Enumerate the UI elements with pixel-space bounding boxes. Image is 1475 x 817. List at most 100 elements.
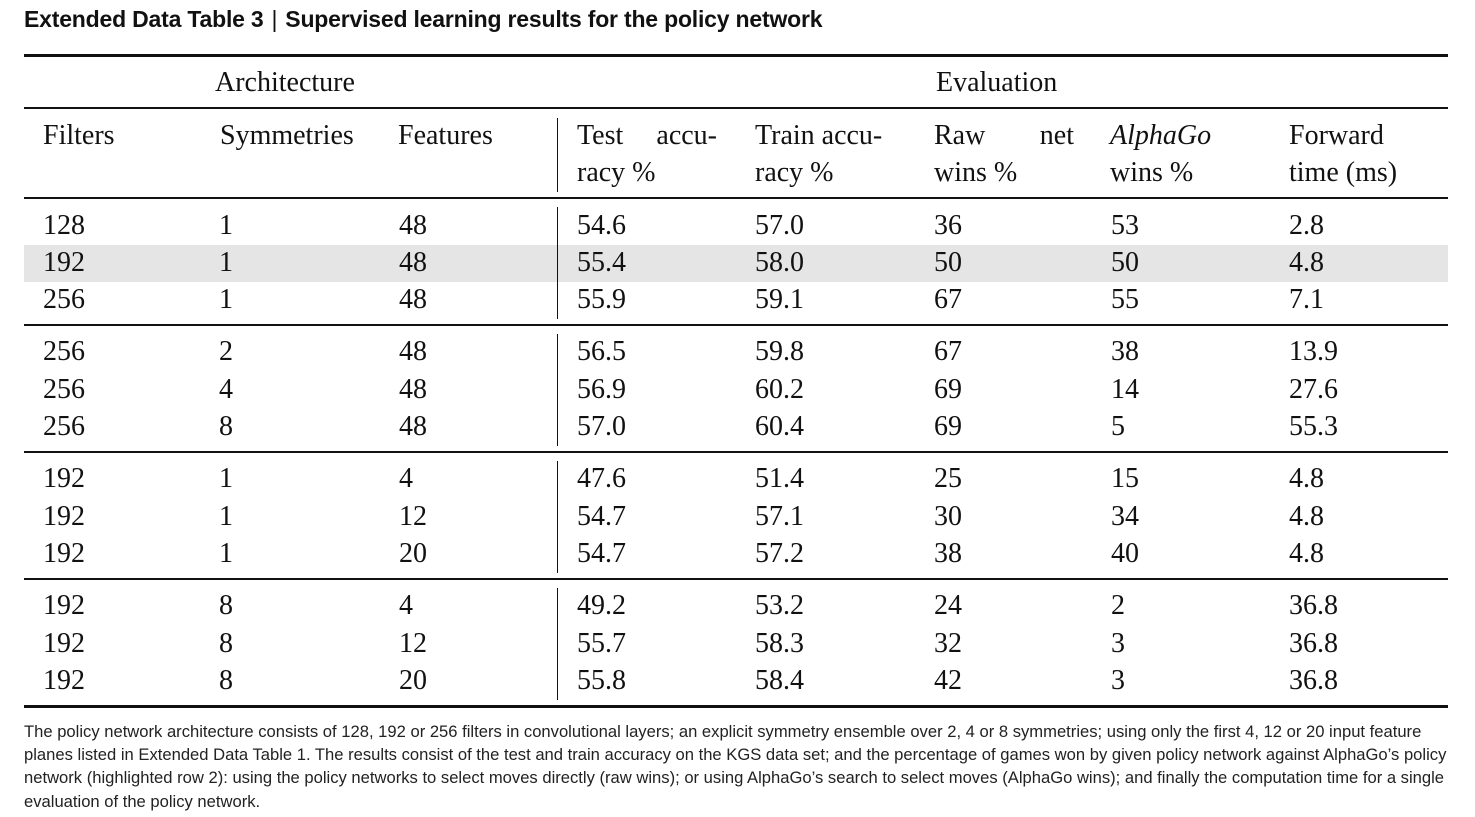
cell-filters: 256 [43,374,85,405]
cell-forward-time: 4.8 [1289,463,1324,494]
cell-alphago-wins: 15 [1111,463,1139,494]
group-header-rule [24,107,1448,109]
cell-features: 12 [399,628,427,659]
col-header-features: Features [398,120,493,151]
cell-symmetries: 8 [219,628,233,659]
col-header-raw-net-line1: Raw net [934,117,1074,154]
cell-train-accuracy: 58.0 [755,247,804,278]
cell-filters: 192 [43,590,85,621]
raw-word: Raw [934,120,986,151]
cell-test-accuracy: 55.4 [577,247,626,278]
net-word: net [1039,120,1074,151]
cell-alphago-wins: 14 [1111,374,1139,405]
column-divider-group-1 [557,207,558,319]
cell-filters: 256 [43,411,85,442]
cell-alphago-wins: 34 [1111,501,1139,532]
cell-alphago-wins: 55 [1111,284,1139,315]
col-header-test-accuracy-line2: racy % [577,157,656,188]
cell-raw-net-wins: 32 [934,628,962,659]
cell-symmetries: 8 [219,590,233,621]
table-label: Extended Data Table 3 [24,6,264,32]
cell-symmetries: 1 [219,210,233,241]
col-header-alphago-line1: AlphaGo [1110,120,1212,151]
column-divider-group-3 [557,461,558,573]
group-2-rule [24,451,1448,453]
bottom-rule [24,705,1448,708]
column-divider-group-4 [557,588,558,700]
cell-raw-net-wins: 24 [934,590,962,621]
cell-features: 48 [399,247,427,278]
cell-symmetries: 8 [219,411,233,442]
cell-forward-time: 2.8 [1289,210,1324,241]
cell-features: 48 [399,210,427,241]
cell-filters: 192 [43,247,85,278]
cell-train-accuracy: 57.1 [755,501,804,532]
cell-raw-net-wins: 69 [934,374,962,405]
cell-test-accuracy: 55.8 [577,665,626,696]
cell-test-accuracy: 47.6 [577,463,626,494]
cell-raw-net-wins: 67 [934,284,962,315]
cell-forward-time: 4.8 [1289,247,1324,278]
cell-alphago-wins: 53 [1111,210,1139,241]
title-separator: | [271,6,278,32]
top-rule [24,54,1448,57]
accu-word: accu- [656,120,717,151]
cell-test-accuracy: 56.5 [577,336,626,367]
cell-train-accuracy: 51.4 [755,463,804,494]
col-header-symmetries: Symmetries [220,120,354,151]
column-divider-header [557,118,558,192]
group-1-rule [24,324,1448,326]
cell-raw-net-wins: 50 [934,247,962,278]
cell-raw-net-wins: 42 [934,665,962,696]
cell-alphago-wins: 40 [1111,538,1139,569]
col-header-train-accuracy-line2: racy % [755,157,834,188]
col-header-test-accuracy-line1: Test accu- [577,117,717,154]
cell-train-accuracy: 60.2 [755,374,804,405]
cell-filters: 128 [43,210,85,241]
cell-features: 48 [399,284,427,315]
cell-features: 4 [399,590,413,621]
cell-symmetries: 4 [219,374,233,405]
cell-raw-net-wins: 38 [934,538,962,569]
cell-features: 4 [399,463,413,494]
cell-alphago-wins: 3 [1111,628,1125,659]
cell-train-accuracy: 59.1 [755,284,804,315]
cell-alphago-wins: 38 [1111,336,1139,367]
cell-symmetries: 1 [219,463,233,494]
architecture-header: Architecture [215,67,355,98]
cell-features: 20 [399,538,427,569]
col-header-filters: Filters [43,120,115,151]
cell-forward-time: 7.1 [1289,284,1324,315]
cell-test-accuracy: 55.9 [577,284,626,315]
cell-test-accuracy: 54.6 [577,210,626,241]
col-header-forward-time-line1: Forward [1289,120,1384,151]
cell-features: 20 [399,665,427,696]
table-title-text: Supervised learning results for the poli… [285,6,823,32]
cell-symmetries: 2 [219,336,233,367]
cell-features: 48 [399,336,427,367]
cell-test-accuracy: 57.0 [577,411,626,442]
cell-filters: 192 [43,628,85,659]
cell-symmetries: 8 [219,665,233,696]
highlighted-row-background [24,245,1448,282]
cell-symmetries: 1 [219,284,233,315]
cell-filters: 192 [43,665,85,696]
cell-alphago-wins: 3 [1111,665,1125,696]
cell-raw-net-wins: 67 [934,336,962,367]
cell-test-accuracy: 54.7 [577,501,626,532]
cell-train-accuracy: 59.8 [755,336,804,367]
cell-filters: 256 [43,336,85,367]
cell-symmetries: 1 [219,501,233,532]
col-header-train-accuracy-line1: Train accu- [755,120,883,151]
cell-forward-time: 36.8 [1289,628,1338,659]
cell-raw-net-wins: 36 [934,210,962,241]
cell-train-accuracy: 58.4 [755,665,804,696]
cell-test-accuracy: 49.2 [577,590,626,621]
cell-test-accuracy: 54.7 [577,538,626,569]
cell-features: 12 [399,501,427,532]
col-header-forward-time-line2: time (ms) [1289,157,1398,188]
cell-symmetries: 1 [219,247,233,278]
cell-train-accuracy: 57.2 [755,538,804,569]
group-3-rule [24,578,1448,580]
cell-symmetries: 1 [219,538,233,569]
